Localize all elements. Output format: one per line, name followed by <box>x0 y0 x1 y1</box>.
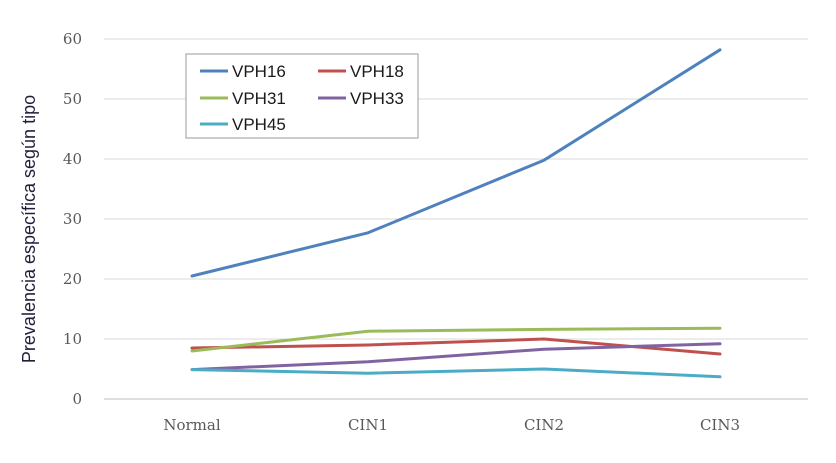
legend: VPH16 VPH18 VPH31 VPH33 VPH45 <box>185 53 419 139</box>
x-tick-label: CIN1 <box>348 416 388 434</box>
legend-label-vph16: VPH16 <box>232 62 286 81</box>
y-tick-label: 20 <box>63 270 82 288</box>
x-tick-label: CIN3 <box>700 416 740 434</box>
y-tick-label: 30 <box>63 210 82 228</box>
y-tick-label: 10 <box>63 330 82 348</box>
legend-label-vph45: VPH45 <box>232 115 286 134</box>
legend-items: VPH16 VPH18 VPH31 VPH33 VPH45 <box>200 62 404 134</box>
y-tick-label: 50 <box>63 90 82 108</box>
y-tick-labels: 0 10 20 30 40 50 60 <box>63 30 82 408</box>
y-tick-label: 40 <box>63 150 82 168</box>
y-axis-title: Prevalencia específica según tipo <box>19 95 39 363</box>
series-line-vph31 <box>190 326 722 353</box>
series-line-vph33 <box>190 342 722 372</box>
legend-label-vph31: VPH31 <box>232 89 286 108</box>
series-lines <box>190 48 722 379</box>
x-tick-labels: Normal CIN1 CIN2 CIN3 <box>163 416 740 434</box>
x-tick-label: CIN2 <box>524 416 564 434</box>
x-tick-label: Normal <box>163 416 220 434</box>
y-tick-label: 0 <box>72 390 82 408</box>
series-line-vph16 <box>190 48 722 278</box>
legend-label-vph33: VPH33 <box>350 89 404 108</box>
legend-label-vph18: VPH18 <box>350 62 404 81</box>
series-line-vph45 <box>190 367 722 379</box>
y-tick-label: 60 <box>63 30 82 48</box>
